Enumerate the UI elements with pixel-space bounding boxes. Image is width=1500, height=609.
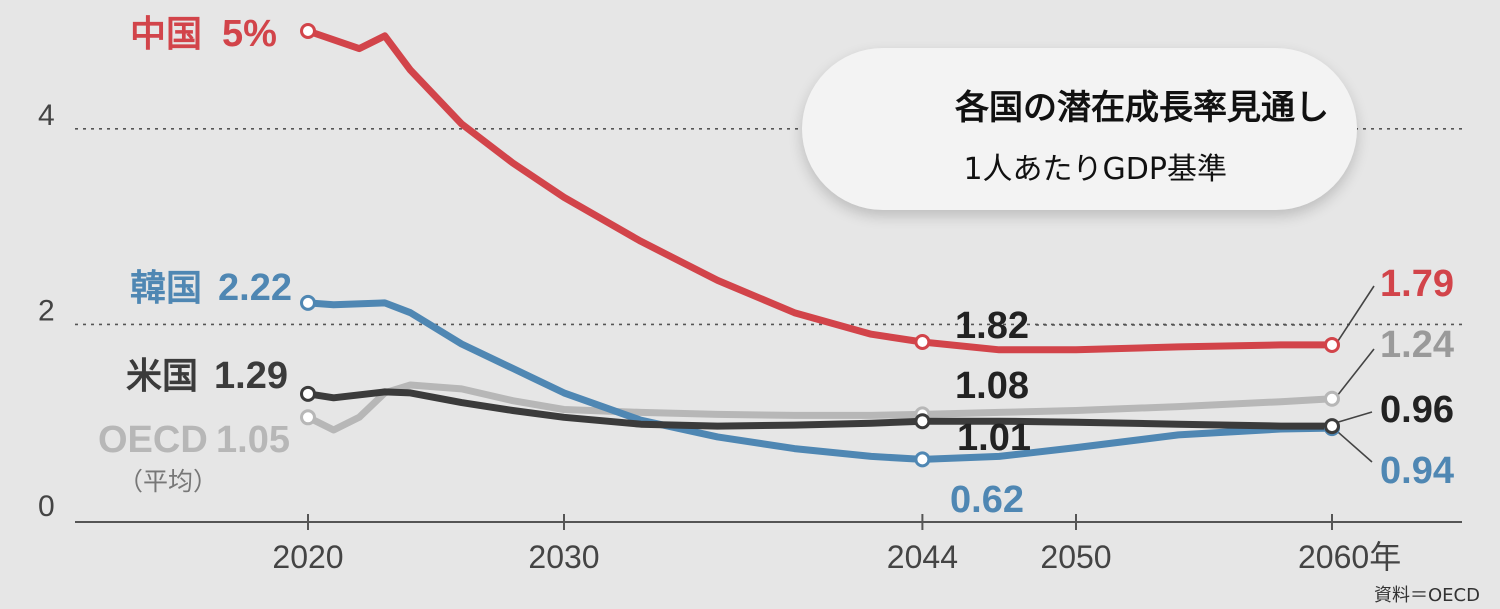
x-tick-label-2060: 2060年 bbox=[1298, 539, 1401, 575]
series-labels: OECD 1.05 （平均） 韓国 2.22 米国 1.29 中国 5% 1.08 0.62 1.01… bbox=[98, 13, 1454, 521]
marker-中国-2060 bbox=[1324, 336, 1340, 353]
x-tick-label-2044: 2044 bbox=[887, 539, 958, 575]
start-value-米国: 1.29 bbox=[214, 355, 288, 397]
series-line-中国 bbox=[304, 27, 1336, 354]
series-lines bbox=[304, 27, 1336, 463]
source-note: 資料＝OECD bbox=[1374, 585, 1480, 606]
end-connector-米国 bbox=[1337, 411, 1373, 423]
mid-value-米国: 1.01 bbox=[957, 417, 1031, 459]
mid-value-中国: 1.82 bbox=[955, 305, 1029, 347]
y-tick-label-2: 2 bbox=[38, 294, 55, 327]
x-tick-label-2030: 2030 bbox=[528, 539, 599, 575]
end-value-中国: 1.79 bbox=[1380, 263, 1454, 305]
end-value-OECD: 1.24 bbox=[1380, 324, 1454, 366]
series-line-米国 bbox=[304, 388, 1336, 430]
axes: 0 2 4 2020 2030 2044 2050 2060年 bbox=[38, 99, 1462, 575]
y-tick-label-4: 4 bbox=[38, 99, 55, 132]
series-name-韓国: 韓国 bbox=[130, 268, 202, 309]
series-markers bbox=[300, 23, 1340, 468]
end-value-米国: 0.96 bbox=[1380, 389, 1454, 431]
marker-韓国-2044 bbox=[914, 451, 931, 468]
end-connector-中国 bbox=[1337, 285, 1375, 342]
marker-OECD-2060 bbox=[1324, 390, 1340, 407]
start-value-OECD: 1.05 bbox=[216, 419, 290, 461]
start-value-韓国: 2.22 bbox=[218, 267, 292, 309]
label-connectors bbox=[1036, 285, 1375, 463]
marker-韓国-2020 bbox=[300, 294, 316, 311]
series-name-米国: 米国 bbox=[126, 356, 198, 397]
mid-value-OECD: 1.08 bbox=[955, 365, 1029, 407]
marker-中国-2020 bbox=[300, 23, 316, 39]
series-sublabel-OECD: （平均） bbox=[118, 467, 218, 496]
title-box: 各国の潜在成長率見通し 1人あたりGDP基準 bbox=[802, 48, 1357, 210]
series-line-韓国 bbox=[304, 299, 1336, 463]
end-value-韓国: 0.94 bbox=[1380, 450, 1454, 492]
chart-title: 各国の潜在成長率見通し bbox=[955, 88, 1329, 128]
x-tick-label-2020: 2020 bbox=[272, 539, 343, 575]
x-tick-label-2050: 2050 bbox=[1040, 539, 1111, 575]
marker-米国-2044 bbox=[914, 413, 931, 430]
start-value-中国: 5% bbox=[222, 13, 277, 55]
marker-米国-2060 bbox=[1324, 418, 1340, 435]
series-name-OECD: OECD bbox=[98, 419, 208, 461]
chart-subtitle: 1人あたりGDP基準 bbox=[963, 152, 1227, 187]
marker-米国-2020 bbox=[300, 385, 316, 402]
marker-OECD-2020 bbox=[300, 409, 316, 426]
end-connector-OECD bbox=[1337, 348, 1375, 396]
series-name-中国: 中国 bbox=[130, 14, 202, 55]
marker-中国-2044 bbox=[914, 334, 931, 351]
end-connector-韓国 bbox=[1337, 431, 1373, 463]
mid-value-韓国: 0.62 bbox=[950, 479, 1024, 521]
y-tick-label-0: 0 bbox=[38, 490, 55, 523]
series-line-OECD bbox=[304, 381, 1336, 434]
